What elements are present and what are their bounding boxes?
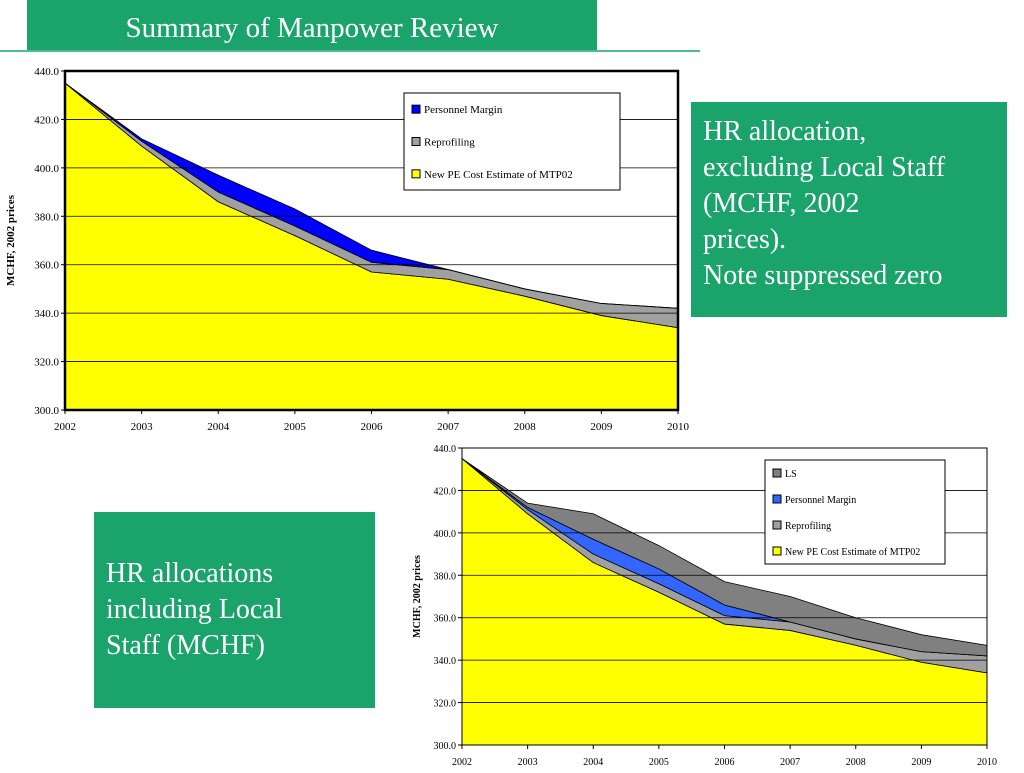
legend-label: New PE Cost Estimate of MTP02 bbox=[785, 547, 920, 558]
y-tick-label: 320.0 bbox=[34, 357, 59, 369]
x-tick-label: 2002 bbox=[54, 421, 76, 433]
x-tick-label: 2008 bbox=[846, 757, 866, 768]
note-text: HR allocations bbox=[106, 558, 273, 589]
x-tick-label: 2004 bbox=[583, 757, 603, 768]
y-tick-label: 360.0 bbox=[434, 614, 457, 625]
y-tick-label: 340.0 bbox=[434, 656, 457, 667]
legend-swatch bbox=[772, 546, 782, 556]
y-tick-label: 440.0 bbox=[434, 444, 457, 455]
x-tick-label: 2010 bbox=[977, 757, 997, 768]
y-tick-label: 360.0 bbox=[34, 260, 59, 272]
legend-label: Reprofiling bbox=[785, 521, 831, 532]
y-tick-label: 340.0 bbox=[34, 308, 59, 320]
note-text: Staff (MCHF) bbox=[106, 630, 265, 661]
note-text: prices). bbox=[703, 224, 786, 255]
plot-frame bbox=[461, 447, 988, 746]
y-axis-label: MCHF, 2002 prices bbox=[412, 555, 423, 638]
x-tick-label: 2006 bbox=[715, 757, 735, 768]
x-tick-label: 2009 bbox=[911, 757, 931, 768]
x-tick-label: 2003 bbox=[131, 421, 154, 433]
legend-label: Personnel Margin bbox=[785, 495, 856, 506]
x-tick-label: 2009 bbox=[590, 421, 613, 433]
x-tick-label: 2002 bbox=[452, 757, 472, 768]
legend-label: Reprofiling bbox=[424, 137, 475, 149]
x-tick-label: 2003 bbox=[518, 757, 538, 768]
note-box bbox=[94, 512, 375, 708]
x-tick-label: 2008 bbox=[514, 421, 537, 433]
y-tick-label: 300.0 bbox=[434, 741, 457, 752]
note-text: including Local bbox=[106, 594, 283, 625]
slide-title: Summary of Manpower Review bbox=[126, 12, 499, 44]
legend-label: LS bbox=[785, 469, 797, 480]
y-tick-label: 380.0 bbox=[434, 571, 457, 582]
legend-swatch bbox=[411, 137, 421, 146]
plot-frame bbox=[63, 69, 680, 412]
x-tick-label: 2004 bbox=[207, 421, 230, 433]
note-text: HR allocation, bbox=[703, 116, 866, 147]
x-tick-label: 2010 bbox=[667, 421, 690, 433]
title-box bbox=[27, 0, 597, 50]
note-text: (MCHF, 2002 bbox=[703, 188, 859, 219]
legend-swatch bbox=[772, 468, 782, 478]
y-tick-label: 420.0 bbox=[434, 486, 457, 497]
note-text: Note suppressed zero bbox=[703, 260, 942, 291]
y-tick-label: 420.0 bbox=[34, 114, 59, 126]
y-tick-label: 380.0 bbox=[34, 211, 59, 223]
x-tick-label: 2007 bbox=[780, 757, 800, 768]
legend-label: Personnel Margin bbox=[424, 104, 503, 116]
legend-swatch bbox=[772, 520, 782, 530]
legend-swatch bbox=[411, 169, 421, 179]
x-tick-label: 2005 bbox=[649, 757, 669, 768]
y-tick-label: 400.0 bbox=[434, 529, 457, 540]
y-tick-label: 300.0 bbox=[34, 405, 59, 417]
y-tick-label: 440.0 bbox=[34, 66, 59, 78]
note-text: excluding Local Staff bbox=[703, 152, 946, 183]
legend-box bbox=[764, 459, 946, 565]
y-axis-label: MCHF, 2002 prices bbox=[5, 194, 17, 286]
note-box bbox=[691, 102, 1007, 317]
legend-box bbox=[403, 92, 621, 191]
x-tick-label: 2006 bbox=[361, 421, 384, 433]
y-tick-label: 320.0 bbox=[434, 699, 457, 710]
x-tick-label: 2007 bbox=[437, 421, 460, 433]
legend-swatch bbox=[772, 494, 782, 504]
legend-label: New PE Cost Estimate of MTP02 bbox=[424, 169, 573, 181]
x-tick-label: 2005 bbox=[284, 421, 307, 433]
legend-swatch bbox=[411, 104, 421, 114]
y-tick-label: 400.0 bbox=[34, 163, 59, 175]
